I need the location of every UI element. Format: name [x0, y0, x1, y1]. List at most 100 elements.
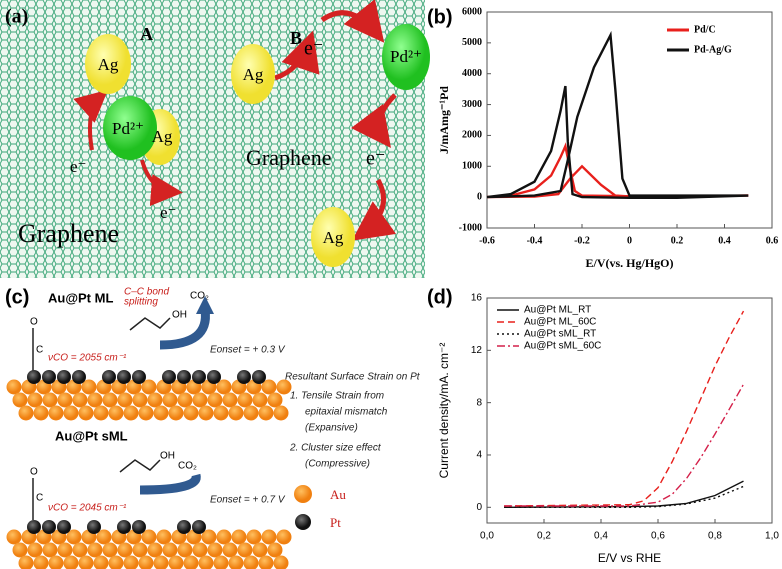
x-tick-label: -0.2 [574, 235, 590, 246]
au-atom [168, 555, 184, 569]
pt-atom [27, 370, 41, 384]
au-atom [12, 542, 28, 558]
au-atom [198, 405, 214, 421]
arrow [140, 159, 183, 207]
x-axis-label: E/V vs RHE [598, 551, 661, 565]
au-atom [147, 542, 163, 558]
arrow [351, 178, 397, 241]
au-atom [117, 392, 133, 408]
chart: 0 4 8 12 16 0,0 0,2 0,4 0,6 0,8 1,0 E/V vs RHE Curre… [437, 293, 779, 566]
au-atom [87, 392, 103, 408]
plot-frame [486, 297, 773, 524]
au-atom [12, 392, 28, 408]
au-key [294, 485, 312, 503]
x-tick-label: -0.4 [527, 235, 543, 246]
au-atom [96, 529, 112, 545]
atom: C [36, 345, 43, 356]
pd-ion [382, 24, 430, 90]
scheme-label: B [290, 28, 302, 48]
ag-label: Ag [323, 228, 344, 247]
au-atom [57, 392, 73, 408]
au-atom [213, 555, 229, 569]
strain-note: epitaxial mismatch [305, 407, 388, 418]
au-atom [213, 405, 229, 421]
au-atom [42, 392, 58, 408]
au-atom [153, 555, 169, 569]
legend-label: Au@Pt sML_60C [524, 341, 601, 352]
au-atom [63, 405, 79, 421]
pt-atom [132, 520, 146, 534]
legend-label: Au@Pt sML_RT [524, 329, 596, 340]
au-atom [108, 405, 124, 421]
au-atom [147, 392, 163, 408]
panel-c: (c) Au@Pt ML C–C bond splitting CO₂ OH O… [5, 286, 421, 569]
arrow [274, 30, 320, 81]
pt-atom [237, 370, 251, 384]
strain-note: (Expansive) [305, 423, 358, 434]
electron: e⁻ [304, 38, 323, 60]
au-atom [216, 379, 232, 395]
y-tick-label: 1000 [462, 161, 482, 172]
electron: e⁻ [366, 148, 385, 170]
pt-atom [177, 520, 191, 534]
au-atom [207, 542, 223, 558]
pt-atom [72, 370, 86, 384]
pd-ion [103, 96, 157, 160]
au-atom [273, 555, 289, 569]
electron: e⁻ [70, 157, 87, 176]
catalyst-title: Au@Pt sML [55, 428, 128, 443]
x-tick-label: 0.2 [671, 235, 684, 246]
legend-label: Au@Pt ML_RT [524, 305, 591, 316]
au-atom [93, 405, 109, 421]
x-tick-label: 0,2 [537, 531, 551, 542]
x-tick-label: 0 [627, 235, 632, 246]
au-atom [162, 542, 178, 558]
au-atom [57, 542, 73, 558]
pt-atom [132, 370, 146, 384]
au-atom [183, 555, 199, 569]
au-atom [228, 405, 244, 421]
au-atom [48, 555, 64, 569]
pt-atom [252, 370, 266, 384]
ethanol [119, 459, 161, 473]
au-atom [261, 529, 277, 545]
au-atom [72, 392, 88, 408]
au-atom [243, 555, 259, 569]
x-tick-label: 0.6 [766, 235, 779, 246]
pt-atom [42, 520, 56, 534]
au-atom [207, 392, 223, 408]
y-tick-label: -1000 [459, 222, 482, 233]
ag-particle [231, 44, 275, 104]
y-tick-label: 8 [476, 397, 482, 408]
arrow [320, 0, 385, 43]
au-atom [6, 529, 22, 545]
au-atom [192, 542, 208, 558]
y-tick-label: 6000 [462, 6, 482, 17]
y-tick-label: 5000 [462, 37, 482, 48]
legend-label: Pd-Ag/G [694, 44, 732, 55]
legend-label: Au [330, 487, 346, 502]
au-atom [78, 405, 94, 421]
panel-label: (a) [5, 6, 28, 28]
pt-atom [162, 370, 176, 384]
au-atom [231, 529, 247, 545]
au-atom [222, 392, 238, 408]
au-atom [228, 555, 244, 569]
ag-label: Ag [98, 55, 119, 74]
strain-note: Resultant Surface Strain on Pt [285, 372, 421, 383]
au-atom [246, 529, 262, 545]
au-atom [153, 405, 169, 421]
support-label: Graphene [246, 145, 332, 170]
au-atom [261, 379, 277, 395]
reaction-arrow [139, 473, 201, 495]
au-atom [258, 405, 274, 421]
au-atom [66, 529, 82, 545]
y-tick-label: 3000 [462, 99, 482, 110]
nu-co: νCO = 2055 cm⁻¹ [48, 353, 127, 364]
pt-atom [117, 370, 131, 384]
ag-particle [311, 207, 355, 267]
au-atom [267, 392, 283, 408]
pt-atom [192, 520, 206, 534]
line-series [486, 30, 749, 199]
au-atom [33, 555, 49, 569]
